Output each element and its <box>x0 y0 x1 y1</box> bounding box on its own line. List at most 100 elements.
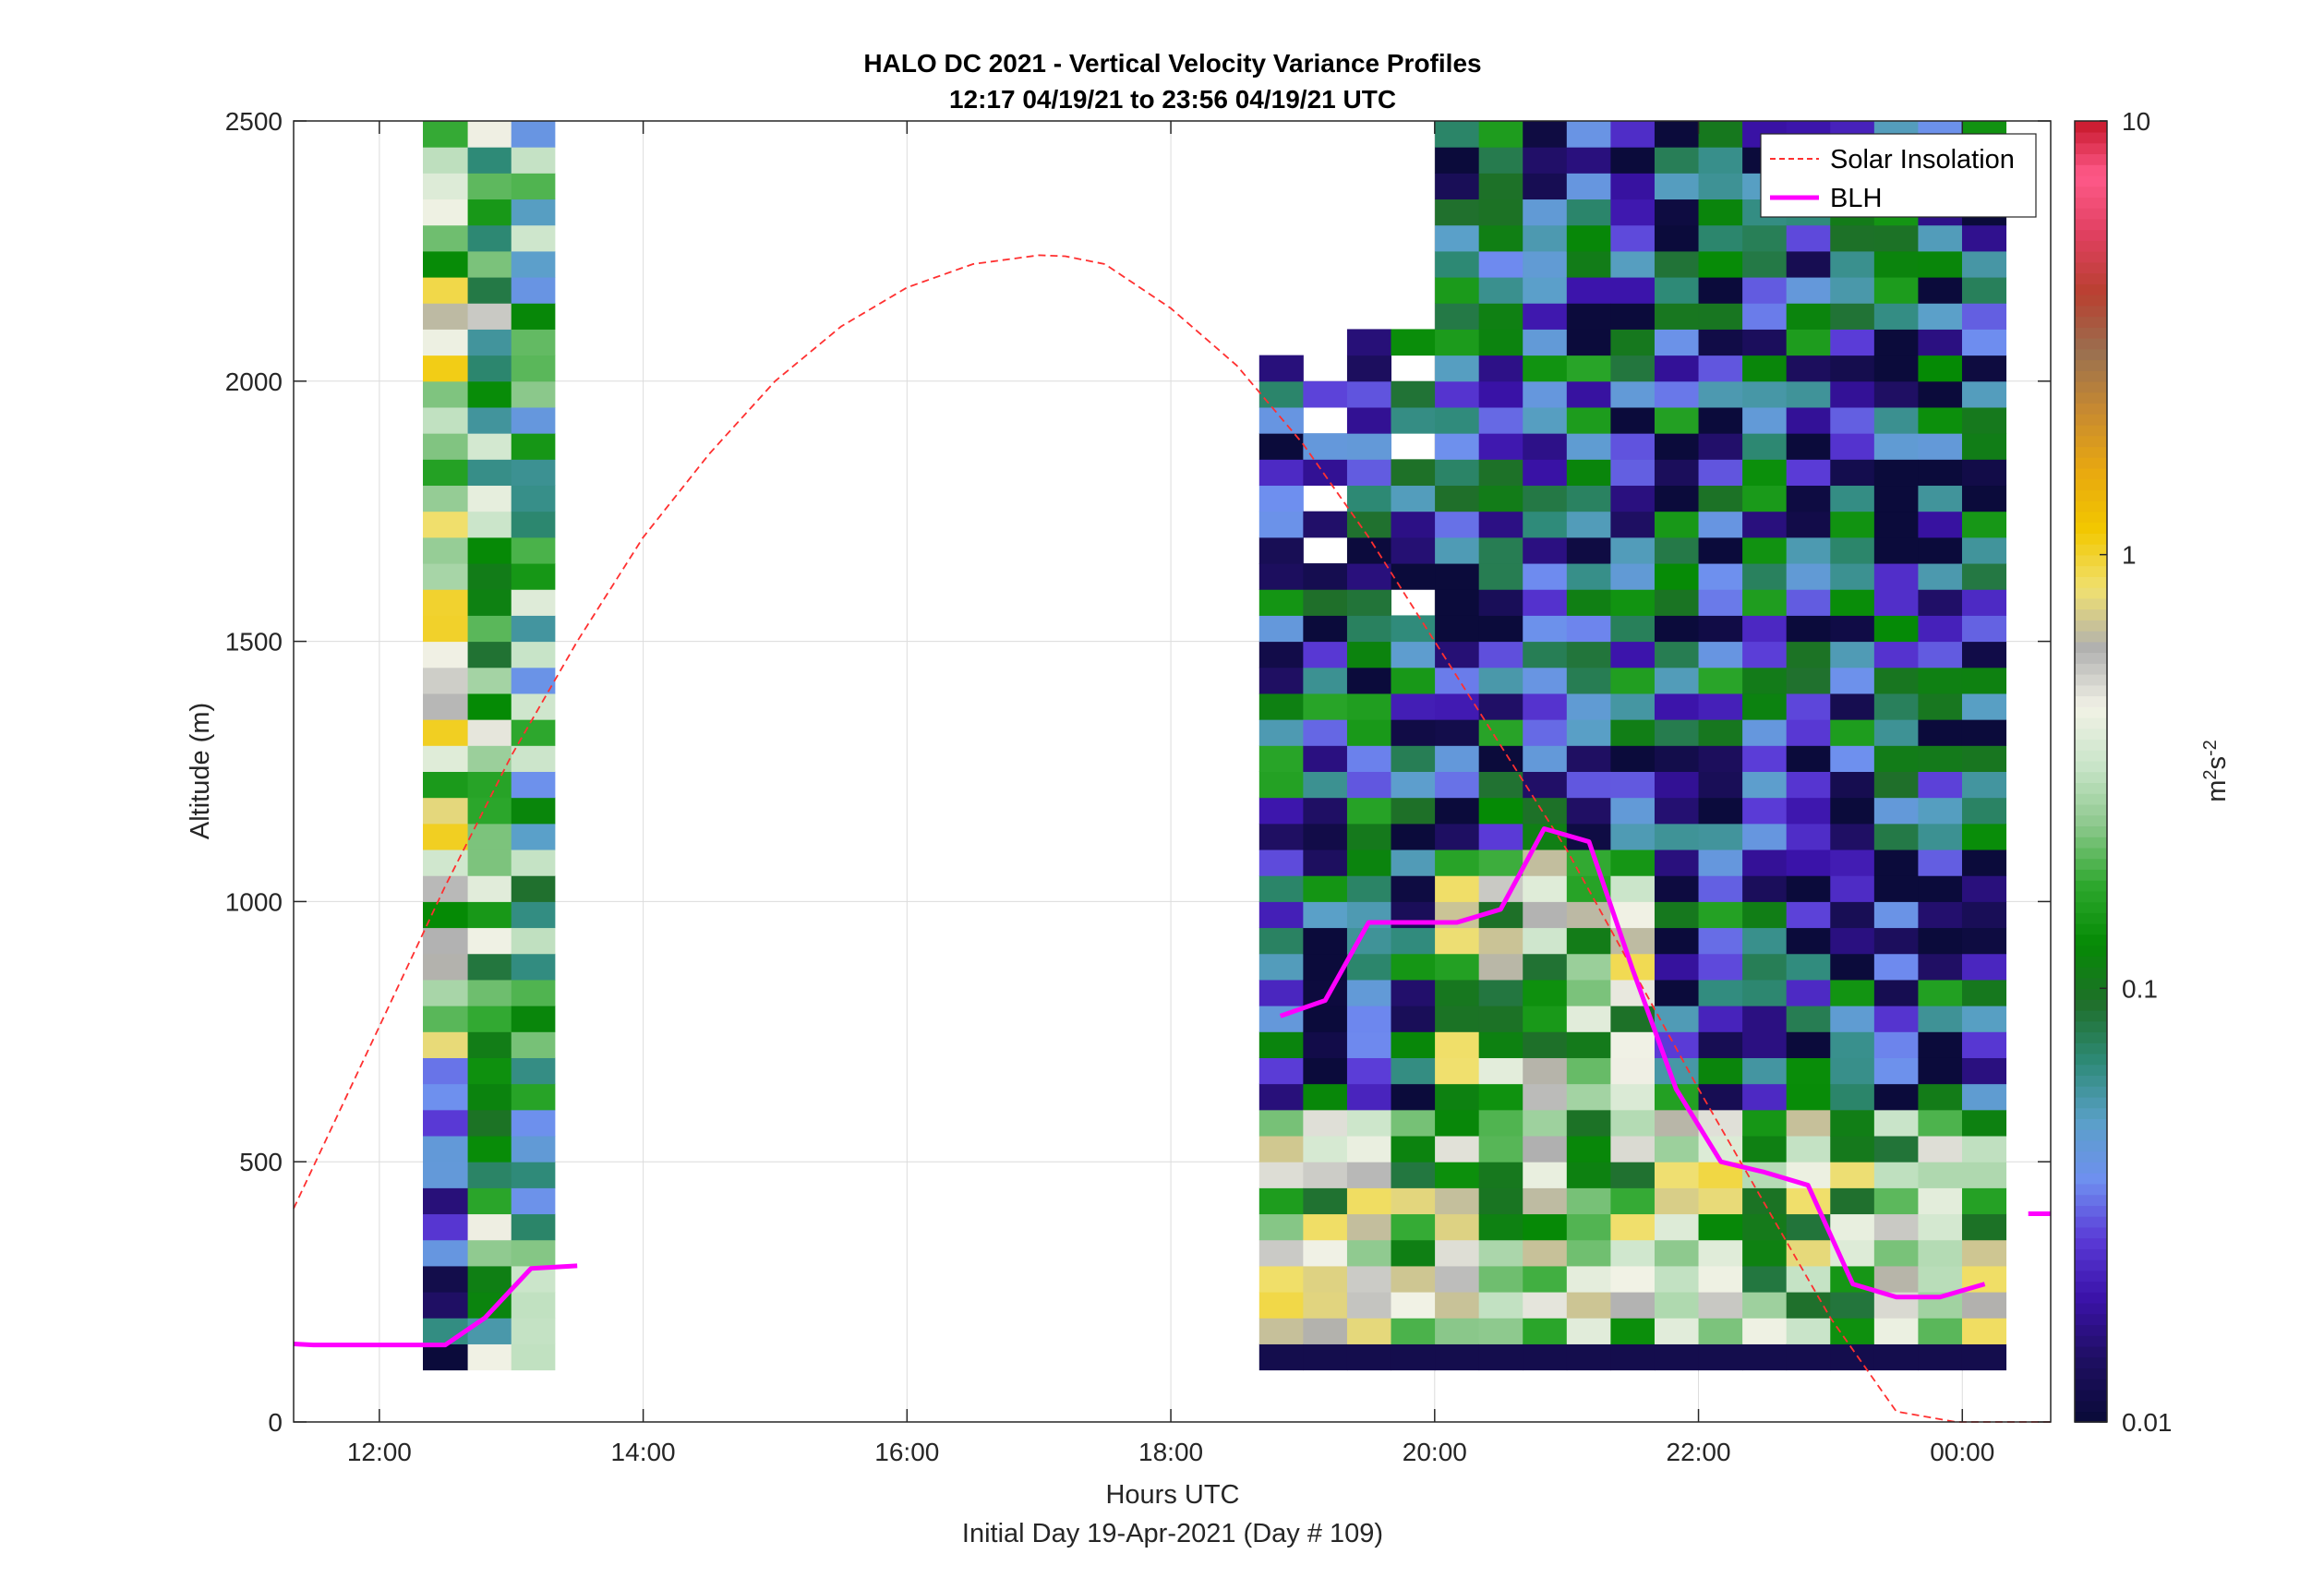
heatmap-cell <box>1303 693 1348 720</box>
heatmap-cell <box>1830 875 1875 902</box>
heatmap-cell <box>1478 745 1523 772</box>
heatmap-cell <box>1478 1057 1523 1085</box>
heatmap-cell <box>1566 667 1611 694</box>
heatmap-cell <box>1698 1031 1743 1058</box>
heatmap-cell <box>1435 1031 1480 1058</box>
heatmap-cell <box>1303 1083 1348 1111</box>
y-tick-label: 500 <box>239 1148 283 1176</box>
colorbar-segment <box>2075 1356 2107 1369</box>
heatmap-cell <box>1523 1239 1568 1267</box>
heatmap-cell <box>1478 147 1523 174</box>
heatmap-cell <box>1961 589 2007 616</box>
heatmap-cell <box>1610 719 1656 746</box>
heatmap-cell <box>511 511 556 538</box>
colorbar-segment <box>2075 414 2107 426</box>
heatmap-cell <box>1873 745 1919 772</box>
heatmap-cell <box>1873 277 1919 304</box>
heatmap-cell <box>1918 589 1963 616</box>
heatmap-cell <box>423 823 469 850</box>
heatmap-cell <box>1918 927 1963 955</box>
heatmap-cell <box>1698 953 1743 981</box>
heatmap-cell <box>1698 380 1743 408</box>
heatmap-cell <box>1478 1213 1523 1241</box>
heatmap-cell <box>1961 1031 2007 1058</box>
heatmap-cell <box>1961 406 2007 434</box>
heatmap-cell <box>1961 355 2007 382</box>
heatmap-cell <box>1610 979 1656 1006</box>
heatmap-cell <box>1523 693 1568 720</box>
heatmap-cell <box>1873 380 1919 408</box>
heatmap-cell <box>467 459 512 487</box>
heatmap-cell <box>1391 979 1436 1006</box>
heatmap-cell <box>1918 693 1963 720</box>
colorbar-segment <box>2075 760 2107 773</box>
heatmap-cell <box>467 1031 512 1058</box>
heatmap-cell <box>1478 563 1523 590</box>
heatmap-cell <box>1742 303 1788 330</box>
heatmap-cell <box>1918 380 1963 408</box>
heatmap-cell <box>1346 1136 1392 1162</box>
heatmap-cell <box>1478 1083 1523 1111</box>
heatmap-cell <box>1346 1265 1392 1293</box>
heatmap-cell <box>1654 433 1700 460</box>
colorbar-segment <box>2075 890 2107 903</box>
heatmap-cell <box>1303 1057 1348 1085</box>
heatmap-cell <box>1918 771 1963 799</box>
heatmap-cell <box>1523 1006 1568 1032</box>
heatmap-cell <box>1346 1343 1392 1371</box>
x-tick-label: 14:00 <box>611 1438 676 1466</box>
heatmap-cell <box>1698 1187 1743 1215</box>
heatmap-cell <box>1610 589 1656 616</box>
heatmap-cell <box>423 719 469 746</box>
heatmap-cell <box>511 771 556 799</box>
heatmap-cell <box>1478 1162 1523 1188</box>
heatmap-cell <box>1435 1292 1480 1319</box>
heatmap-cell <box>423 380 469 408</box>
heatmap-cell <box>1654 771 1700 799</box>
heatmap-cell <box>1435 250 1480 278</box>
heatmap-cell <box>1523 224 1568 252</box>
heatmap-cell <box>1478 1006 1523 1032</box>
heatmap-cell <box>1654 1006 1700 1032</box>
colorbar-segment <box>2075 283 2107 295</box>
heatmap-cell <box>1830 563 1875 590</box>
heatmap-cell <box>467 277 512 304</box>
colorbar-segment <box>2075 1075 2107 1087</box>
heatmap-cell <box>1258 693 1304 720</box>
heatmap-cell <box>1610 277 1656 304</box>
colorbar-segment <box>2075 1292 2107 1304</box>
heatmap-cell <box>423 459 469 487</box>
heatmap-cell <box>1346 1031 1392 1058</box>
y-tick-label: 2000 <box>225 367 283 396</box>
heatmap-cell <box>1391 615 1436 643</box>
heatmap-cell <box>1654 875 1700 902</box>
heatmap-cell <box>423 1318 469 1344</box>
heatmap-cell <box>511 1083 556 1111</box>
heatmap-cell <box>1435 147 1480 174</box>
colorbar-segment <box>2075 348 2107 361</box>
colorbar-segment <box>2075 1215 2107 1228</box>
colorbar-segment <box>2075 869 2107 881</box>
heatmap-cell <box>1961 1162 2007 1188</box>
heatmap-cell <box>1786 406 1831 434</box>
colorbar-segment <box>2075 153 2107 165</box>
colorbar-segment <box>2075 771 2107 784</box>
colorbar-segment <box>2075 121 2107 133</box>
heatmap-cell <box>1698 1109 1743 1137</box>
heatmap-cell <box>1830 615 1875 643</box>
heatmap-cell <box>1961 329 2007 356</box>
heatmap-cell <box>1742 979 1788 1006</box>
heatmap-cell <box>1654 1187 1700 1215</box>
heatmap-cell <box>1873 615 1919 643</box>
heatmap-cell <box>1346 641 1392 669</box>
heatmap-cell <box>1435 1343 1480 1371</box>
heatmap-cell <box>1478 823 1523 850</box>
heatmap-cell <box>1873 1318 1919 1344</box>
heatmap-cell <box>1873 433 1919 460</box>
colorbar-segment <box>2075 207 2107 220</box>
heatmap-cell <box>1478 849 1523 876</box>
heatmap-cell <box>1786 1136 1831 1162</box>
heatmap-cell <box>1918 485 1963 512</box>
heatmap-cell <box>1566 1057 1611 1085</box>
heatmap-cell <box>1654 199 1700 226</box>
